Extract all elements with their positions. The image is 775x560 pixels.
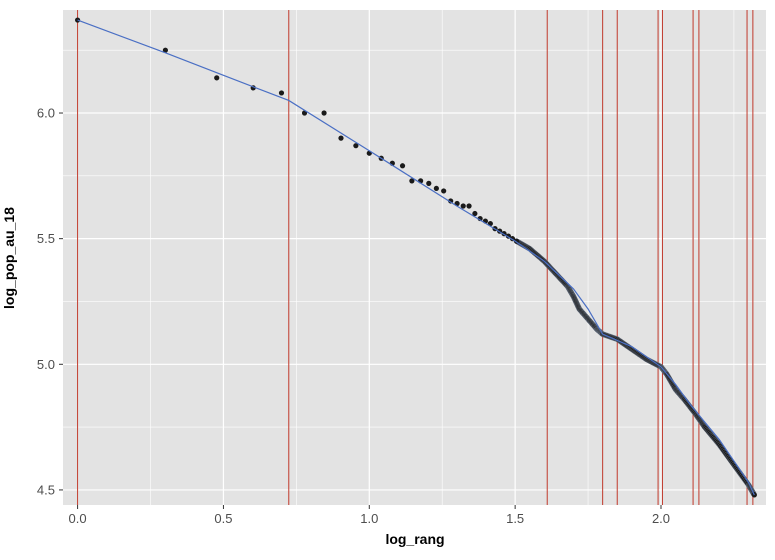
data-point — [214, 75, 220, 81]
x-tick-label: 0.5 — [214, 511, 232, 526]
x-tick-label: 0.0 — [69, 511, 87, 526]
data-points — [74, 17, 520, 244]
data-point — [472, 210, 478, 217]
data-point — [426, 180, 432, 186]
data-point — [321, 110, 327, 116]
y-tick-label: 5.0 — [37, 357, 55, 372]
data-point — [751, 492, 757, 498]
data-point — [460, 203, 466, 209]
x-axis-title: log_rang — [385, 531, 444, 547]
data-point — [433, 185, 439, 192]
data-point — [338, 135, 344, 141]
data-point — [409, 178, 415, 184]
y-tick-label: 4.5 — [37, 482, 55, 497]
y-axis-ticks: 4.5 5.0 5.5 6.0 — [37, 106, 63, 497]
data-point — [441, 188, 447, 194]
data-point — [466, 203, 472, 209]
data-point — [74, 17, 81, 23]
x-axis-ticks: 0.0 0.5 1.0 1.5 2.0 — [69, 505, 670, 526]
y-tick-label: 5.5 — [37, 231, 55, 246]
plot-panel — [63, 10, 766, 505]
fit-line — [77, 19, 755, 496]
y-axis-title: log_pop_au_18 — [1, 207, 17, 309]
data-point — [162, 47, 168, 53]
data-point — [353, 143, 359, 149]
x-tick-label: 1.0 — [360, 511, 378, 526]
y-tick-label: 6.0 — [37, 106, 55, 121]
vertical-reference-lines — [77, 10, 754, 505]
x-tick-label: 1.5 — [506, 511, 524, 526]
data-point — [399, 163, 406, 169]
x-tick-label: 2.0 — [652, 511, 670, 526]
data-point — [278, 90, 285, 96]
